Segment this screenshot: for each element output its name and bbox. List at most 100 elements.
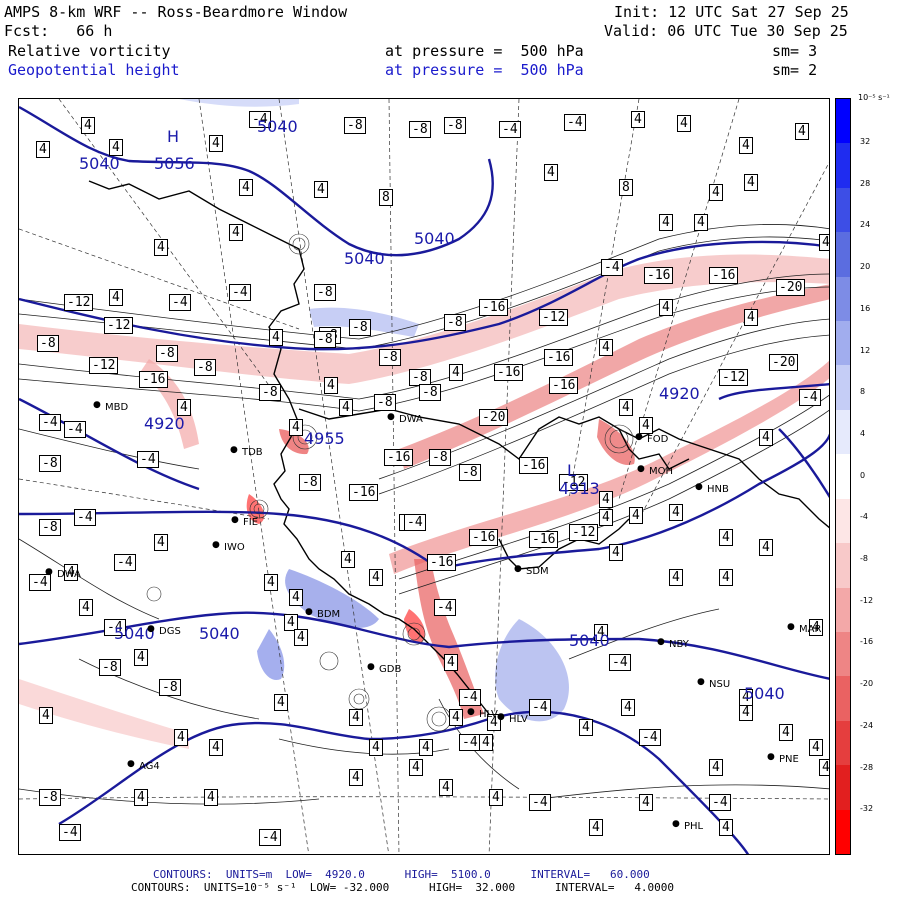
colorbar-tick: 28	[860, 178, 871, 188]
vorticity-value-label: 4	[779, 724, 793, 741]
vorticity-value-label: -8	[39, 789, 61, 806]
vorticity-value-label: -16	[519, 457, 549, 474]
footer-vorticity-contours: CONTOURS: UNITS=10⁻⁵ s⁻¹ LOW= -32.000 HI…	[131, 881, 675, 894]
vorticity-value-label: -4	[459, 734, 481, 751]
vorticity-value-label: 4	[709, 759, 723, 776]
coastline	[88, 180, 829, 715]
vorticity-value-label: 4	[177, 399, 191, 416]
colorbar-segment	[836, 365, 850, 411]
vorticity-contours	[19, 224, 829, 805]
vorticity-value-label: 4	[739, 704, 753, 721]
vorticity-value-label: 4	[744, 174, 758, 191]
colorbar-tick: -20	[860, 679, 874, 689]
vorticity-value-label: 4	[419, 739, 433, 756]
chart-title: AMPS 8-km WRF -- Ross-Beardmore Window	[4, 3, 348, 21]
colorbar-tick: -16	[860, 637, 874, 647]
height-label: 4955	[304, 429, 345, 448]
vorticity-value-label: -8	[349, 319, 371, 336]
vorticity-value-label: -8	[419, 384, 441, 401]
field2-name: Geopotential height	[8, 61, 180, 79]
vorticity-value-label: 4	[719, 819, 733, 836]
vorticity-value-label: 4	[544, 164, 558, 181]
station-marker: ●	[45, 567, 53, 577]
vorticity-value-label: 4	[594, 624, 608, 641]
vorticity-band	[414, 559, 484, 719]
height-label: 5040	[569, 631, 610, 650]
vorticity-value-label: 4	[274, 694, 288, 711]
vorticity-value-label: -8	[99, 659, 121, 676]
vorticity-value-label: -4	[601, 259, 623, 276]
vorticity-value-label: 4	[439, 779, 453, 796]
colorbar-segment	[836, 720, 850, 766]
station-marker: ●	[697, 677, 705, 687]
vorticity-value-label: -12	[569, 524, 599, 541]
vorticity-value-label: 4	[369, 739, 383, 756]
vorticity-value-label: 4	[289, 419, 303, 436]
vorticity-value-label: 4	[669, 569, 683, 586]
vorticity-value-label: 4	[631, 111, 645, 128]
vorticity-value-label: 4	[759, 539, 773, 556]
vorticity-value-label: 4	[744, 309, 758, 326]
vorticity-value-label: -16	[544, 349, 574, 366]
station-marker: ●	[787, 622, 795, 632]
vorticity-value-label: 4	[694, 214, 708, 231]
station-label: PNE	[779, 754, 799, 765]
station-label: HNB	[707, 484, 729, 495]
vorticity-value-label: -4	[59, 824, 81, 841]
vorticity-value-label: 4	[589, 819, 603, 836]
station-marker: ●	[147, 624, 155, 634]
colorbar-unit: 10⁻⁵ s⁻¹	[858, 93, 890, 102]
station-marker: ●	[514, 564, 522, 574]
colorbar-tick: -8	[860, 554, 868, 563]
vorticity-value-label: 4	[154, 239, 168, 256]
colorbar-segment	[836, 676, 850, 722]
station-label: DWA	[399, 414, 423, 425]
vorticity-value-label: -16	[427, 554, 457, 571]
vorticity-value-label: -8	[299, 474, 321, 491]
vorticity-value-label: -8	[39, 519, 61, 536]
station-label: MAR	[799, 624, 822, 635]
colorbar	[835, 98, 851, 855]
vorticity-value-label: 4	[819, 759, 829, 776]
vorticity-value-label: 4	[81, 117, 95, 134]
vorticity-value-label: -4	[799, 389, 821, 406]
station-marker: ●	[672, 819, 680, 829]
vorticity-value-label: -4	[64, 421, 86, 438]
height-label: 5040	[744, 684, 785, 703]
vorticity-blob	[285, 569, 379, 629]
vorticity-value-label: -12	[64, 294, 94, 311]
colorbar-tick: -12	[860, 595, 874, 605]
station-label: SDM	[526, 566, 549, 577]
vorticity-value-label: 4	[809, 739, 823, 756]
station-marker: ●	[367, 662, 375, 672]
vorticity-value-label: 4	[609, 544, 623, 561]
vorticity-value-label: 4	[489, 789, 503, 806]
vorticity-value-label: -16	[549, 377, 579, 394]
vorticity-value-label: -8	[459, 464, 481, 481]
vorticity-value-label: -8	[344, 117, 366, 134]
colorbar-tick: -24	[860, 720, 874, 730]
vorticity-value-label: 4	[599, 339, 613, 356]
vorticity-value-label: -4	[29, 574, 51, 591]
vorticity-value-label: 4	[109, 139, 123, 156]
vorticity-value-label: 4	[677, 115, 691, 132]
vorticity-value-label: -4	[114, 554, 136, 571]
vorticity-value-label: -4	[249, 111, 271, 128]
vorticity-value-label: 4	[479, 734, 493, 751]
vorticity-value-label: 4	[134, 649, 148, 666]
vorticity-value-label: 4	[639, 794, 653, 811]
station-label: GDB	[379, 664, 402, 675]
colorbar-segment	[836, 276, 850, 322]
vorticity-value-label: 4	[809, 619, 823, 636]
colorbar-segment	[836, 232, 850, 278]
height-label: 5040	[257, 117, 298, 136]
vorticity-value-label: 4	[621, 699, 635, 716]
vorticity-value-label: 4	[819, 234, 829, 251]
height-label: 5040	[414, 229, 455, 248]
station-label: HLV	[509, 714, 528, 725]
height-label: 5040	[114, 624, 155, 643]
station-marker: ●	[767, 752, 775, 762]
colorbar-tick: -28	[860, 762, 874, 772]
vorticity-band	[19, 254, 829, 384]
colorbar-segment	[836, 498, 850, 544]
